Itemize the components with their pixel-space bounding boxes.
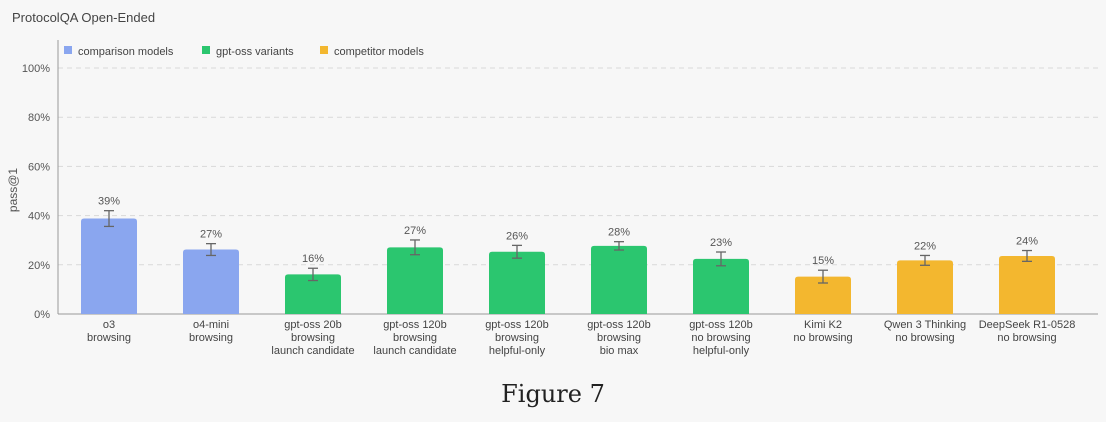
- data-label: 26%: [506, 230, 528, 242]
- y-tick-label: 60%: [28, 161, 50, 173]
- x-axis: o3 browsing o4-mini browsing gpt-oss 20b brow…: [87, 319, 1075, 357]
- error-bar: [920, 254, 930, 266]
- error-bar: [1022, 249, 1032, 263]
- error-bar: [614, 241, 624, 251]
- error-bar: [410, 239, 420, 256]
- x-tick-label: DeepSeek R1-0528 no browsing: [979, 319, 1076, 344]
- y-tick-label: 20%: [28, 260, 50, 272]
- x-tick-label: gpt-oss 120b no browsing helpful-only: [689, 319, 753, 357]
- bar: [183, 249, 239, 314]
- error-bar: [512, 244, 522, 259]
- x-tick-label: Kimi K2 no browsing: [793, 319, 852, 344]
- x-tick-label: o4-mini browsing: [189, 319, 233, 344]
- bar: [897, 260, 953, 314]
- data-label: 15%: [812, 255, 834, 267]
- y-tick-label: 80%: [28, 112, 50, 124]
- x-tick-label: gpt-oss 20b browsing launch candidate: [271, 319, 354, 357]
- bar: [387, 247, 443, 314]
- data-label: 28%: [608, 227, 630, 239]
- data-label: 24%: [1016, 236, 1038, 248]
- y-axis-label: pass@1: [6, 168, 20, 213]
- legend-swatch-competitor: [320, 46, 328, 54]
- data-label: 22%: [914, 240, 936, 252]
- data-label: 23%: [710, 237, 732, 249]
- x-tick-label: o3 browsing: [87, 319, 131, 344]
- data-label: 39%: [98, 196, 120, 208]
- bar: [591, 245, 647, 314]
- y-tick-label: 0%: [34, 309, 50, 321]
- legend: comparison models gpt-oss variants competi…: [64, 46, 424, 58]
- bar: [795, 276, 851, 314]
- error-bar: [104, 210, 114, 228]
- data-label: 27%: [200, 229, 222, 241]
- y-tick-label: 100%: [22, 63, 50, 75]
- x-tick-label: gpt-oss 120b browsing launch candidate: [373, 319, 456, 357]
- x-tick-label: gpt-oss 120b browsing helpful-only: [485, 319, 549, 357]
- bar: [693, 258, 749, 314]
- legend-label-competitor: competitor models: [334, 46, 424, 58]
- bars: 39% 27% 16% 27% 26% 28% 23% 15% 22% 24%: [81, 196, 1055, 314]
- figure-caption: Figure 7: [501, 380, 605, 408]
- error-bar: [716, 251, 726, 267]
- y-tick-label: 40%: [28, 211, 50, 223]
- error-bar: [206, 242, 216, 257]
- chart-title: ProtocolQA Open-Ended: [12, 10, 155, 25]
- bar: [999, 255, 1055, 314]
- y-axis: 0% 20% 40% 60% 80% 100%: [22, 40, 1098, 321]
- error-bar: [818, 269, 828, 284]
- error-bar: [308, 267, 318, 282]
- data-label: 16%: [302, 253, 324, 265]
- legend-swatch-comparison: [64, 46, 72, 54]
- bar: [81, 218, 137, 314]
- data-label: 27%: [404, 225, 426, 237]
- bar: [489, 251, 545, 314]
- bar: [285, 274, 341, 314]
- x-tick-label: gpt-oss 120b browsing bio max: [587, 319, 651, 357]
- legend-label-comparison: comparison models: [78, 46, 174, 58]
- legend-label-gpt_oss: gpt-oss variants: [216, 46, 294, 58]
- x-tick-label: Qwen 3 Thinking no browsing: [884, 319, 966, 344]
- chart: ProtocolQA Open-Ended comparison models g…: [6, 10, 1098, 357]
- legend-swatch-gpt_oss: [202, 46, 210, 54]
